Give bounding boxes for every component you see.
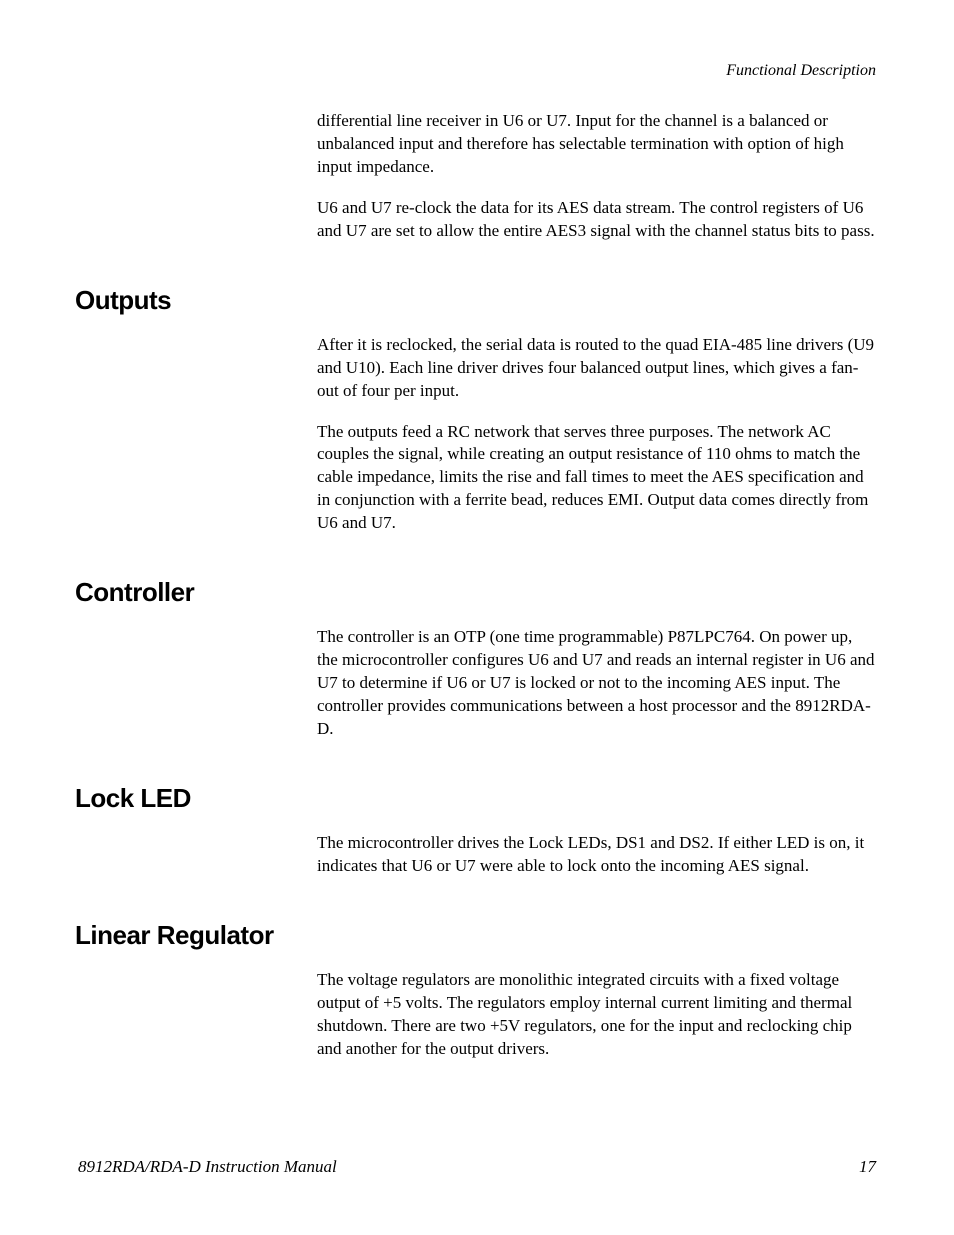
controller-paragraph-1: The controller is an OTP (one time progr… bbox=[317, 626, 877, 741]
page-number: 17 bbox=[859, 1157, 876, 1177]
section-title: Functional Description bbox=[726, 62, 876, 79]
page-footer: 8912RDA/RDA-D Instruction Manual 17 bbox=[78, 1157, 876, 1177]
heading-lock-led: Lock LED bbox=[75, 783, 885, 814]
intro-paragraph-2: U6 and U7 re-clock the data for its AES … bbox=[317, 197, 877, 243]
heading-outputs: Outputs bbox=[75, 285, 885, 316]
manual-title: 8912RDA/RDA-D Instruction Manual bbox=[78, 1157, 337, 1177]
intro-paragraph-1: differential line receiver in U6 or U7. … bbox=[317, 110, 877, 179]
page-content: differential line receiver in U6 or U7. … bbox=[195, 110, 885, 1079]
page-header: Functional Description bbox=[726, 62, 876, 80]
outputs-paragraph-1: After it is reclocked, the serial data i… bbox=[317, 334, 877, 403]
outputs-paragraph-2: The outputs feed a RC network that serve… bbox=[317, 421, 877, 536]
heading-controller: Controller bbox=[75, 577, 885, 608]
heading-linear-regulator: Linear Regulator bbox=[75, 920, 885, 951]
linear-regulator-paragraph-1: The voltage regulators are monolithic in… bbox=[317, 969, 877, 1061]
lock-led-paragraph-1: The microcontroller drives the Lock LEDs… bbox=[317, 832, 877, 878]
